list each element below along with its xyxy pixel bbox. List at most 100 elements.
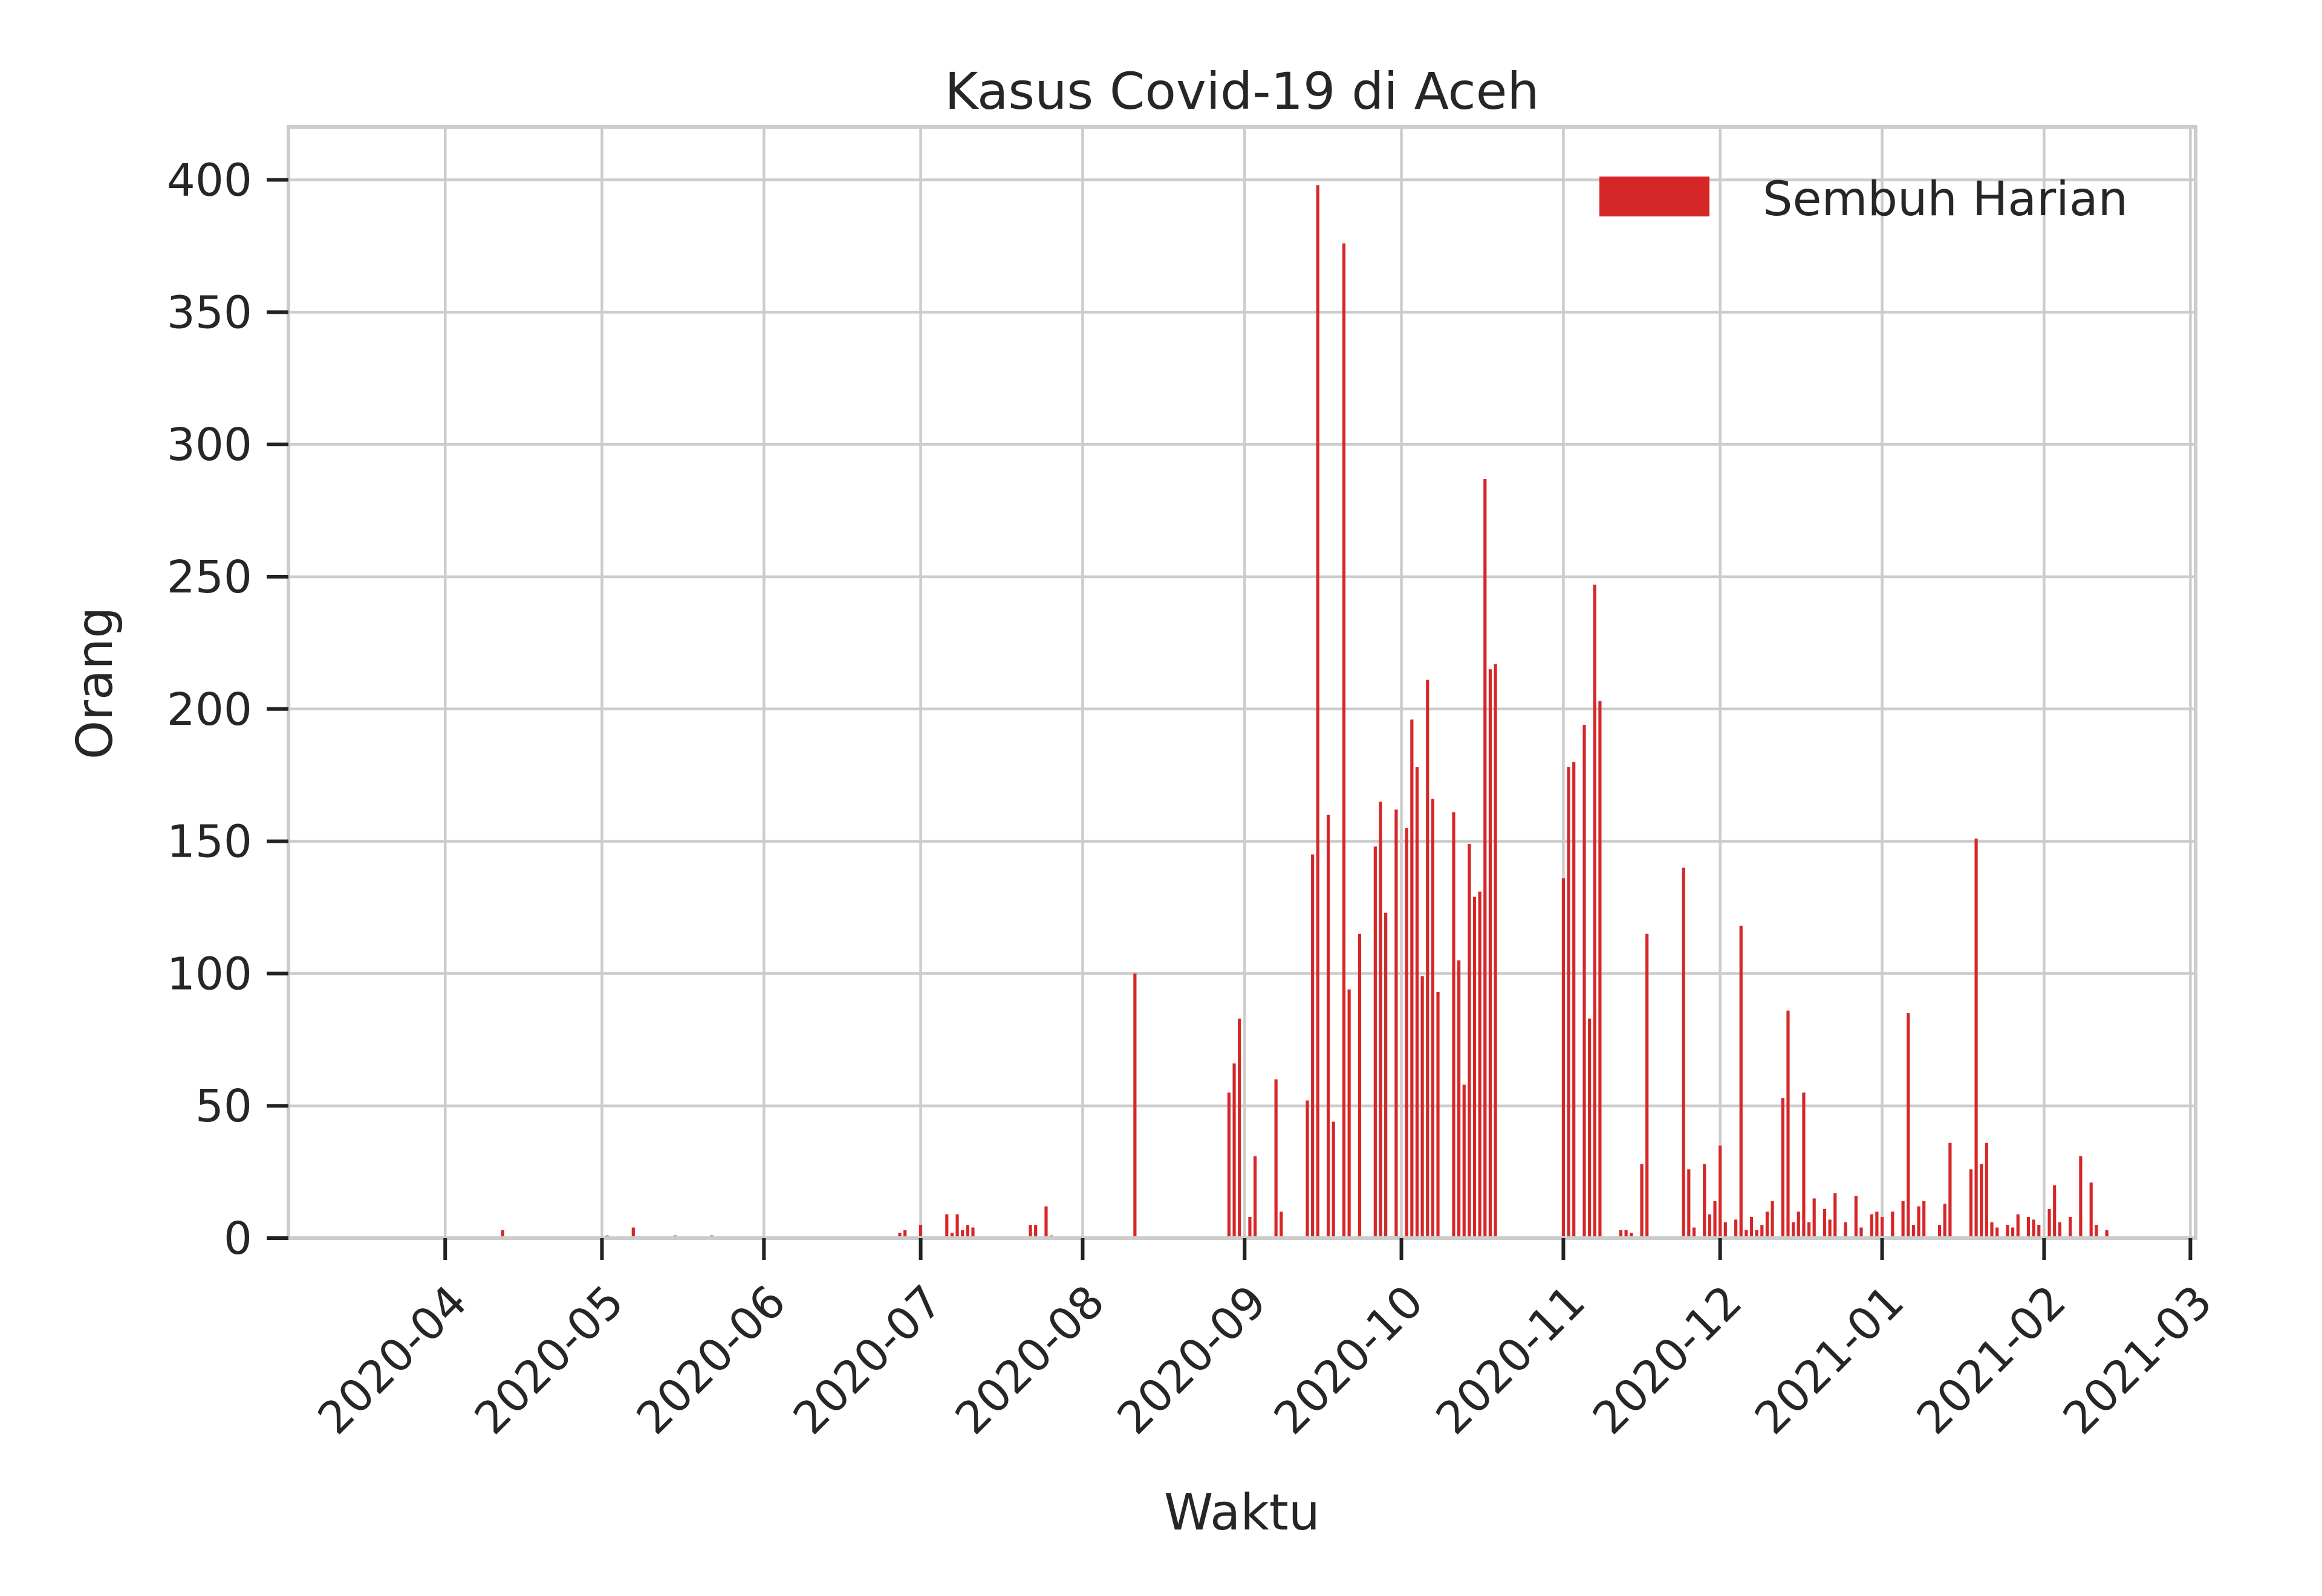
y-tick-label: 100 — [167, 948, 252, 1000]
x-axis: 2020-042020-052020-062020-072020-082020-… — [308, 1238, 2222, 1444]
bar — [1985, 1143, 1988, 1238]
bar — [1891, 1212, 1894, 1238]
bar — [631, 1227, 635, 1238]
bar — [1875, 1212, 1879, 1238]
bar — [1472, 897, 1477, 1238]
bar — [1749, 1216, 1754, 1238]
bar — [2105, 1230, 2109, 1238]
bar — [1713, 1201, 1717, 1238]
bar — [1426, 680, 1429, 1238]
bar — [1719, 1145, 1722, 1238]
x-tick-label: 2020-10 — [1264, 1276, 1433, 1444]
bar — [1405, 828, 1408, 1238]
bar — [1452, 812, 1455, 1238]
bar — [1765, 1212, 1769, 1238]
bar — [971, 1227, 975, 1238]
bar — [1771, 1201, 1774, 1238]
bar — [2037, 1225, 2041, 1238]
bar — [1029, 1225, 1032, 1238]
x-tick-label: 2020-09 — [1108, 1276, 1276, 1444]
bar — [1703, 1164, 1706, 1238]
bar — [1598, 701, 1602, 1238]
bar — [1844, 1222, 1847, 1238]
x-tick-label: 2020-07 — [784, 1276, 952, 1444]
bar — [1619, 1230, 1623, 1238]
bar — [1488, 669, 1492, 1238]
bar — [1980, 1164, 1983, 1238]
bar — [2016, 1214, 2020, 1238]
bar — [903, 1230, 907, 1238]
y-tick-label: 400 — [167, 155, 252, 207]
bar — [501, 1230, 504, 1238]
bar — [1373, 846, 1377, 1238]
bar — [1859, 1227, 1863, 1238]
bar — [1807, 1222, 1811, 1238]
bar — [2069, 1216, 2072, 1238]
bar — [1802, 1092, 1806, 1238]
bar — [1462, 1085, 1466, 1238]
bar — [1457, 960, 1461, 1238]
bar — [955, 1214, 959, 1238]
bar — [2079, 1156, 2083, 1238]
plot-frame — [287, 125, 2197, 1240]
bar — [1870, 1214, 1873, 1238]
bar — [2026, 1216, 2031, 1238]
bars — [501, 185, 2109, 1238]
bar — [1755, 1230, 1758, 1238]
bar — [1943, 1204, 1946, 1238]
bar — [1833, 1193, 1837, 1238]
bar — [2032, 1219, 2035, 1238]
bar — [1630, 1233, 1633, 1238]
bar — [2053, 1185, 2057, 1238]
x-tick-label: 2020-11 — [1426, 1276, 1595, 1444]
bar — [1734, 1219, 1738, 1238]
bar — [1420, 976, 1424, 1238]
bar — [1901, 1201, 1905, 1238]
bar — [1917, 1206, 1920, 1238]
bar — [2006, 1225, 2009, 1238]
bar — [1786, 1010, 1790, 1238]
bar — [1332, 1121, 1335, 1238]
x-tick-label: 2021-03 — [2054, 1276, 2222, 1444]
bar — [1306, 1100, 1309, 1238]
x-tick-label: 2020-08 — [946, 1276, 1114, 1444]
bar — [1880, 1216, 1884, 1238]
bar — [1358, 933, 1362, 1238]
x-tick-label: 2020-05 — [465, 1276, 634, 1444]
bar — [961, 1230, 964, 1238]
bar — [1687, 1169, 1691, 1238]
bar — [1588, 1018, 1592, 1238]
bar — [1812, 1198, 1816, 1238]
bar — [1034, 1225, 1038, 1238]
y-tick-label: 150 — [167, 816, 252, 868]
bar — [1248, 1216, 1252, 1238]
x-axis-label: Waktu — [1164, 1484, 1320, 1542]
bar — [1854, 1195, 1858, 1238]
bar — [1995, 1227, 1999, 1238]
bar — [1922, 1201, 1926, 1238]
bar — [945, 1214, 949, 1238]
bar — [1828, 1219, 1832, 1238]
bar — [2058, 1222, 2061, 1238]
bar — [1415, 767, 1419, 1238]
bar — [1572, 762, 1576, 1238]
bar — [1708, 1214, 1711, 1238]
bar — [1593, 585, 1596, 1238]
bar — [2011, 1227, 2015, 1238]
bar — [1431, 799, 1434, 1238]
bar — [1347, 989, 1351, 1238]
bar — [1745, 1230, 1748, 1238]
y-tick-label: 0 — [224, 1213, 252, 1265]
bar — [1797, 1212, 1800, 1238]
x-tick-label: 2020-06 — [627, 1276, 796, 1444]
bar — [1567, 767, 1570, 1238]
bar — [1274, 1079, 1278, 1238]
bar — [1582, 725, 1586, 1238]
bar — [1468, 843, 1471, 1238]
bar — [1692, 1227, 1696, 1238]
x-tick-label: 2021-02 — [1907, 1276, 2076, 1444]
bar — [1342, 243, 1346, 1238]
bar — [1792, 1222, 1795, 1238]
x-tick-label: 2020-12 — [1583, 1276, 1752, 1444]
